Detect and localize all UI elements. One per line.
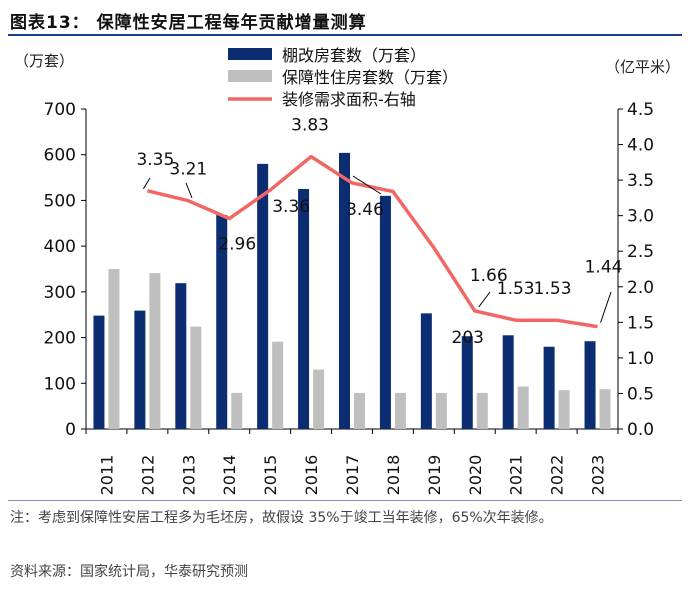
right-tick-label: 3.0	[627, 207, 654, 227]
x-tick-label: 2017	[343, 455, 362, 496]
x-tick-label: 2013	[179, 455, 198, 496]
x-tick-label: 2011	[97, 455, 116, 496]
legend-label: 棚改房套数（万套）	[282, 46, 426, 65]
legend-label: 装修需求面积-右轴	[282, 90, 416, 109]
line-decoration-area	[146, 154, 598, 329]
data-label: 1.44	[585, 258, 623, 278]
data-label: 3.83	[291, 116, 329, 136]
x-tick-label: 2012	[138, 455, 157, 496]
leader-line	[600, 291, 612, 323]
right-tick-label: 2.0	[627, 278, 654, 298]
legend: 棚改房套数（万套） 保障性住房套数（万套） 装修需求面积-右轴	[228, 46, 458, 109]
bar-shanty-renovation	[379, 195, 391, 429]
axes: （万套） （亿平米） 0 100 200 300 400 500 600 700 0.0 0.5 1.0…	[14, 52, 680, 495]
data-label: 1.66	[470, 266, 508, 286]
title-rule	[8, 34, 682, 36]
right-tick-label: 4.5	[627, 100, 654, 120]
left-tick-label: 700	[44, 100, 76, 120]
right-tick-label: 0.0	[627, 420, 654, 440]
data-label: 3.21	[169, 160, 207, 180]
bar-shanty-renovation	[175, 283, 187, 429]
left-tick-label: 100	[44, 374, 76, 394]
bar-affordable-housing	[435, 392, 447, 429]
bar-affordable-housing	[313, 369, 325, 429]
line-series	[146, 154, 598, 329]
x-tick-label: 2016	[302, 455, 321, 496]
bar-shanty-renovation	[420, 313, 432, 429]
bar-shanty-renovation	[216, 215, 228, 429]
bar-affordable-housing	[231, 392, 243, 429]
leader-line	[142, 177, 151, 190]
data-label: 1.53	[497, 279, 535, 299]
bar-shanty-renovation	[298, 189, 310, 429]
bar-affordable-housing	[558, 390, 570, 429]
bar-affordable-housing	[476, 392, 488, 429]
data-label: 203	[452, 328, 484, 348]
data-label: 2.96	[218, 235, 256, 255]
left-tick-label: 200	[44, 329, 76, 349]
leader-line	[478, 291, 491, 308]
chart: （万套） （亿平米） 0 100 200 300 400 500 600 700 0.0 0.5 1.0…	[14, 46, 680, 495]
right-tick-label: 1.0	[627, 349, 654, 369]
bar-shanty-renovation	[502, 335, 514, 429]
bar-affordable-housing	[599, 389, 611, 429]
data-label: 3.35	[136, 150, 174, 170]
bar-shanty-renovation	[584, 341, 596, 429]
x-tick-label: 2018	[384, 455, 403, 496]
x-tick-label: 2015	[261, 455, 280, 496]
bar-shanty-renovation	[134, 310, 146, 429]
right-tick-label: 1.5	[627, 313, 654, 333]
leader-line	[185, 182, 193, 199]
bar-shanty-renovation	[339, 152, 350, 429]
bottom-rule	[8, 500, 682, 501]
left-tick-label: 0	[65, 420, 76, 440]
x-tick-label: 2014	[220, 455, 239, 496]
legend-swatch	[228, 48, 272, 60]
bar-affordable-housing	[272, 341, 284, 429]
source-note: 资料来源：国家统计局，华泰研究预测	[10, 564, 248, 580]
left-tick-label: 600	[44, 146, 76, 166]
bar-affordable-housing	[517, 386, 529, 429]
bar-shanty-renovation	[257, 163, 269, 429]
legend-label: 保障性住房套数（万套）	[282, 68, 458, 87]
left-tick-label: 500	[44, 191, 76, 211]
right-tick-label: 3.5	[627, 171, 654, 191]
bar-shanty-renovation	[461, 336, 473, 429]
right-tick-label: 4.0	[627, 136, 654, 156]
bar-affordable-housing	[190, 326, 202, 429]
bar-shanty-renovation	[543, 346, 555, 429]
left-tick-label: 400	[44, 237, 76, 257]
left-axis-unit: （万套）	[14, 52, 74, 70]
leader-line	[352, 175, 382, 195]
figure-title: 图表13： 保障性安居工程每年贡献增量测算	[10, 13, 367, 33]
bar-affordable-housing	[354, 392, 365, 429]
left-tick-label: 300	[44, 283, 76, 303]
data-label: 3.36	[272, 197, 310, 217]
x-tick-label: 2023	[589, 455, 608, 496]
bar-shanty-renovation	[93, 315, 105, 429]
x-tick-label: 2020	[466, 455, 485, 496]
bar-affordable-housing	[394, 392, 406, 429]
bar-affordable-housing	[149, 273, 161, 429]
bars	[93, 152, 611, 429]
bar-affordable-housing	[108, 269, 120, 429]
data-label: 1.53	[534, 279, 572, 299]
x-tick-label: 2021	[507, 455, 526, 496]
right-axis-unit: （亿平米）	[605, 58, 680, 76]
data-label: 3.46	[346, 200, 384, 220]
right-tick-label: 0.5	[627, 384, 654, 404]
footnote: 注：考虑到保障性安居工程多为毛坯房，故假设 35%于竣工当年装修，65%次年装修…	[10, 510, 553, 526]
x-tick-label: 2022	[548, 455, 567, 496]
x-tick-label: 2019	[425, 455, 444, 496]
legend-swatch	[228, 70, 272, 82]
right-tick-label: 2.5	[627, 242, 654, 262]
